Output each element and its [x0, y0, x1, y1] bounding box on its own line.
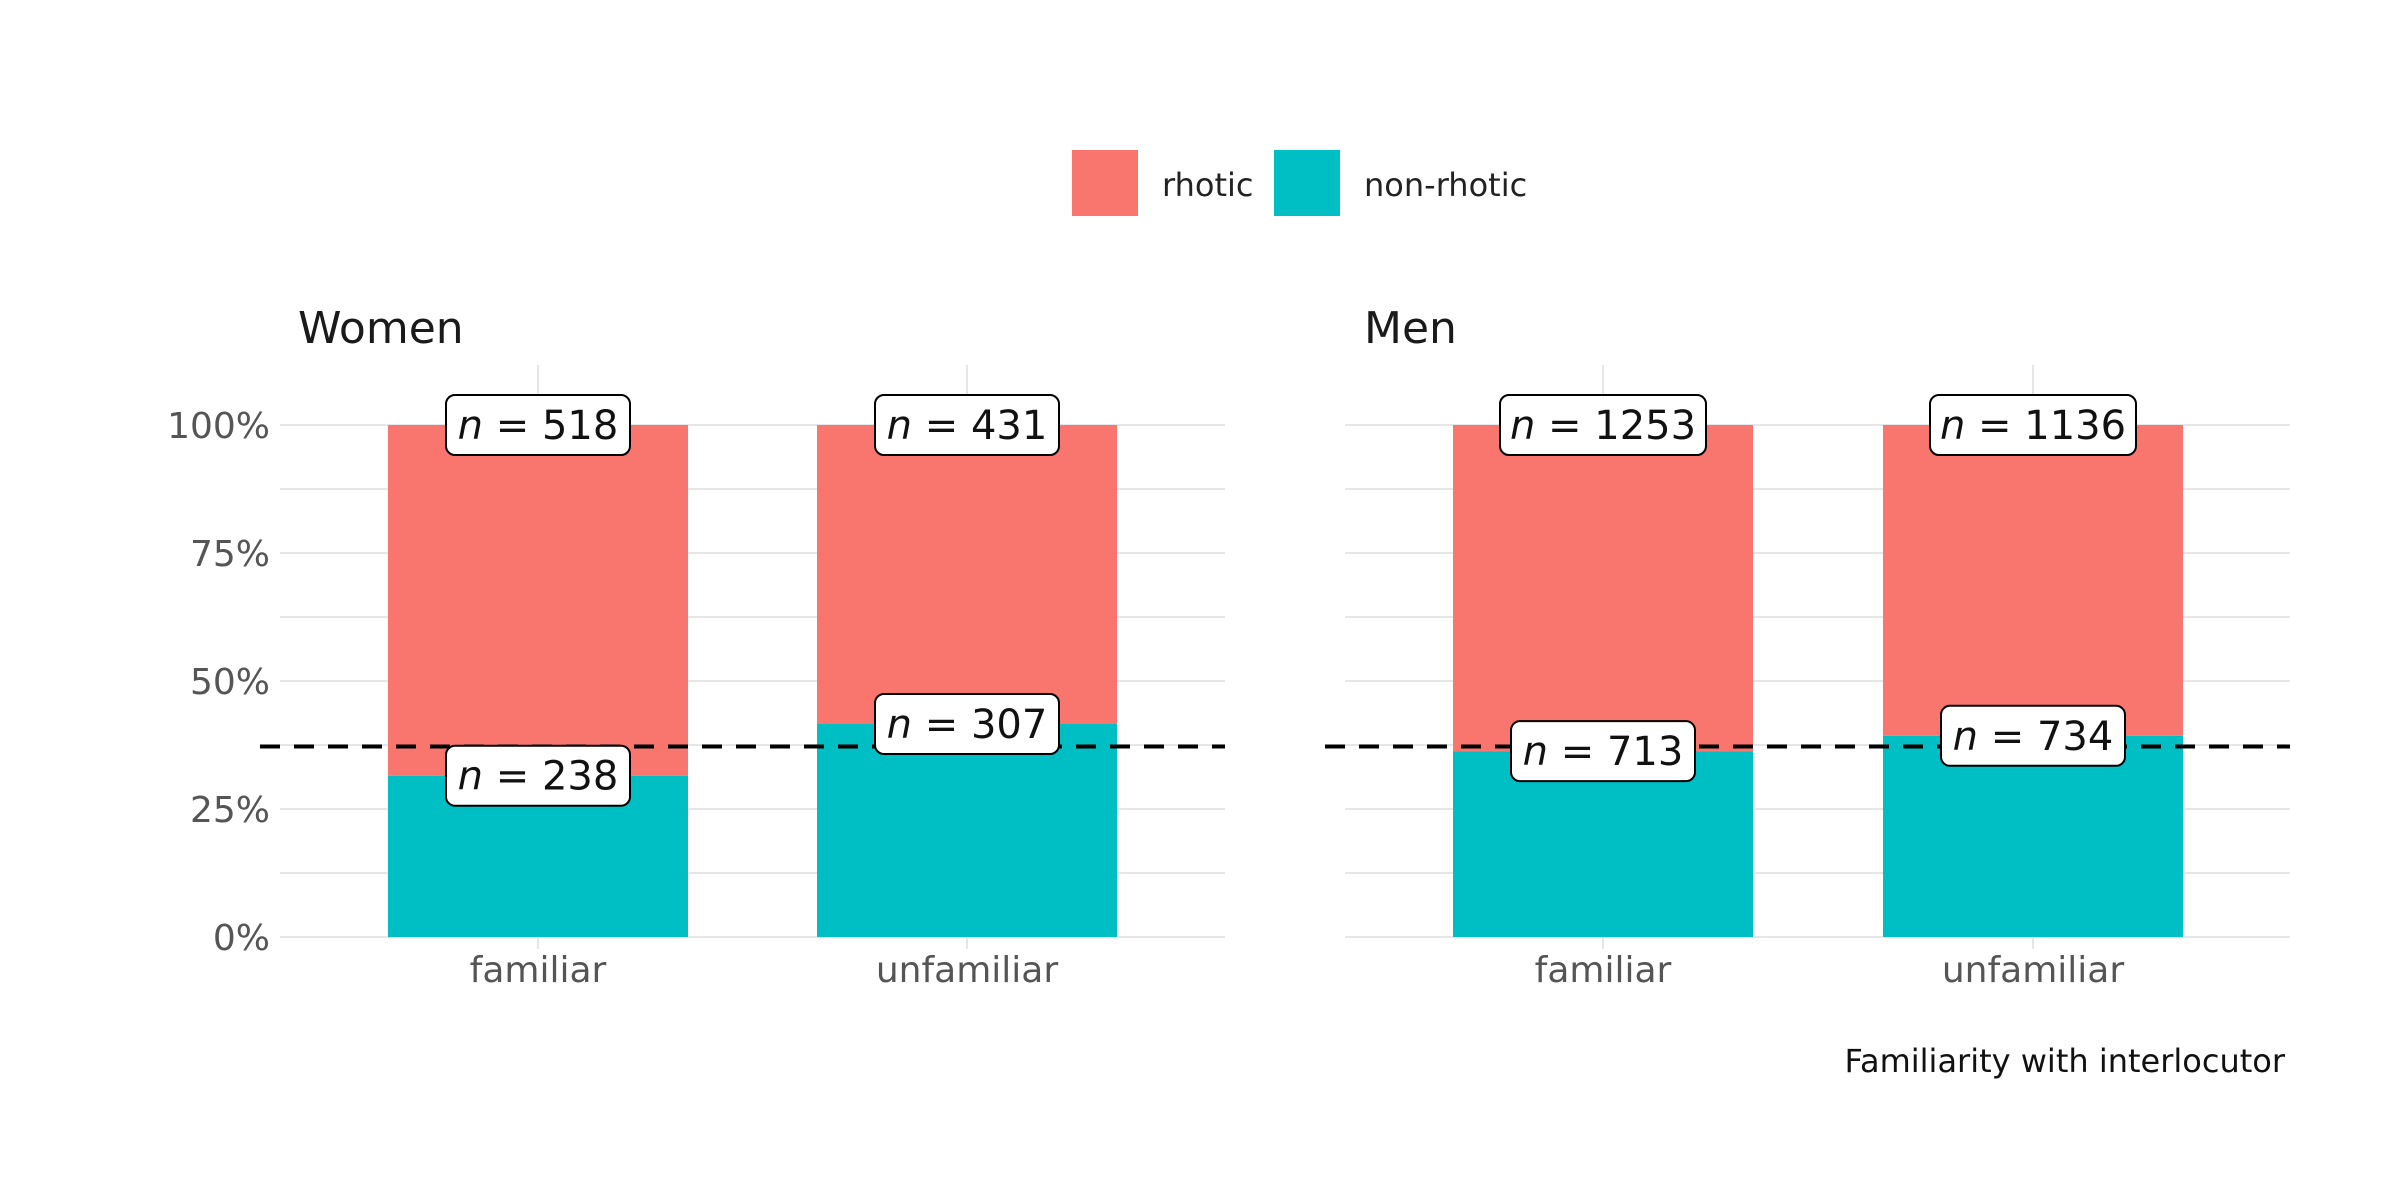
- n-symbol: n: [458, 403, 483, 449]
- n-label-box: [1499, 394, 1707, 456]
- n-label-text: n = 734: [1953, 714, 2114, 760]
- legend: rhotic non-rhotic: [1072, 150, 1527, 216]
- n-value: = 1136: [1965, 403, 2126, 449]
- x-tick-label: unfamiliar: [876, 950, 1059, 991]
- x-tick-label: familiar: [1535, 950, 1672, 991]
- n-value: = 238: [483, 754, 618, 800]
- legend-swatch-rhotic: [1072, 150, 1138, 216]
- n-label-total: n = 518: [445, 394, 631, 456]
- legend-swatch-non-rhotic: [1274, 150, 1340, 216]
- n-label-box: [445, 744, 631, 807]
- bar-rhotic-unfamiliar: [817, 425, 1117, 725]
- bar-rhotic-familiar: [1453, 425, 1753, 752]
- n-value: = 1253: [1535, 403, 1696, 449]
- y-tick-label: 0%: [213, 918, 270, 959]
- n-symbol: n: [1510, 403, 1535, 449]
- n-symbol: n: [1953, 714, 1978, 760]
- n-label-text: n = 307: [887, 702, 1048, 748]
- n-label-box: [1929, 394, 2137, 456]
- legend-label-rhotic: rhotic: [1162, 166, 1253, 204]
- n-label-box: [874, 693, 1060, 756]
- x-axis-label: Familiarity with interlocutor: [1845, 1042, 2286, 1080]
- n-label-total: n = 1136: [1929, 394, 2137, 456]
- y-tick-label: 25%: [190, 790, 270, 831]
- n-label-text: n = 713: [1523, 729, 1684, 775]
- y-tick-label: 75%: [190, 534, 270, 575]
- bar-rhotic-unfamiliar: [1883, 425, 2183, 736]
- n-value: = 734: [1978, 714, 2113, 760]
- n-label-total: n = 431: [874, 394, 1060, 456]
- n-label-box: [445, 394, 631, 456]
- n-label-box: [874, 394, 1060, 456]
- n-symbol: n: [458, 754, 483, 800]
- y-tick-label: 50%: [190, 662, 270, 703]
- panels: Women 0% 25% 50% 75% 100% familiar unfamiliar n …: [167, 303, 2290, 991]
- x-tick-label: unfamiliar: [1942, 950, 2125, 991]
- panel-title: Women: [298, 303, 464, 354]
- n-symbol: n: [1940, 403, 1965, 449]
- n-label-text: n = 1253: [1510, 403, 1696, 449]
- panel-women: Women 0% 25% 50% 75% 100% familiar unfamiliar n …: [167, 303, 1225, 991]
- n-label-box: [1510, 720, 1696, 783]
- bar-non-rhotic-unfamiliar: [1883, 735, 2183, 937]
- panel-title: Men: [1364, 303, 1457, 354]
- n-label-total: n = 1253: [1499, 394, 1707, 456]
- n-value: = 518: [483, 403, 618, 449]
- n-label-text: n = 431: [887, 403, 1048, 449]
- n-label-box: [1940, 704, 2126, 767]
- n-symbol: n: [887, 403, 912, 449]
- n-label-text: n = 238: [458, 754, 619, 800]
- bar-rhotic-familiar: [388, 425, 688, 776]
- n-value: = 431: [912, 403, 1047, 449]
- n-value: = 713: [1548, 729, 1683, 775]
- n-label-text: n = 1136: [1940, 403, 2126, 449]
- n-symbol: n: [887, 702, 912, 748]
- bar-non-rhotic-unfamiliar: [817, 724, 1117, 937]
- n-label-text: n = 518: [458, 403, 619, 449]
- legend-label-non-rhotic: non-rhotic: [1364, 166, 1527, 204]
- n-label-nonrhotic: n = 307: [874, 693, 1060, 756]
- n-label-nonrhotic: n = 713: [1510, 720, 1696, 783]
- y-tick-label: 100%: [167, 406, 270, 447]
- n-label-nonrhotic: n = 734: [1940, 704, 2126, 767]
- n-label-nonrhotic: n = 238: [445, 744, 631, 807]
- n-value: = 307: [912, 702, 1047, 748]
- x-tick-label: familiar: [470, 950, 607, 991]
- n-symbol: n: [1523, 729, 1548, 775]
